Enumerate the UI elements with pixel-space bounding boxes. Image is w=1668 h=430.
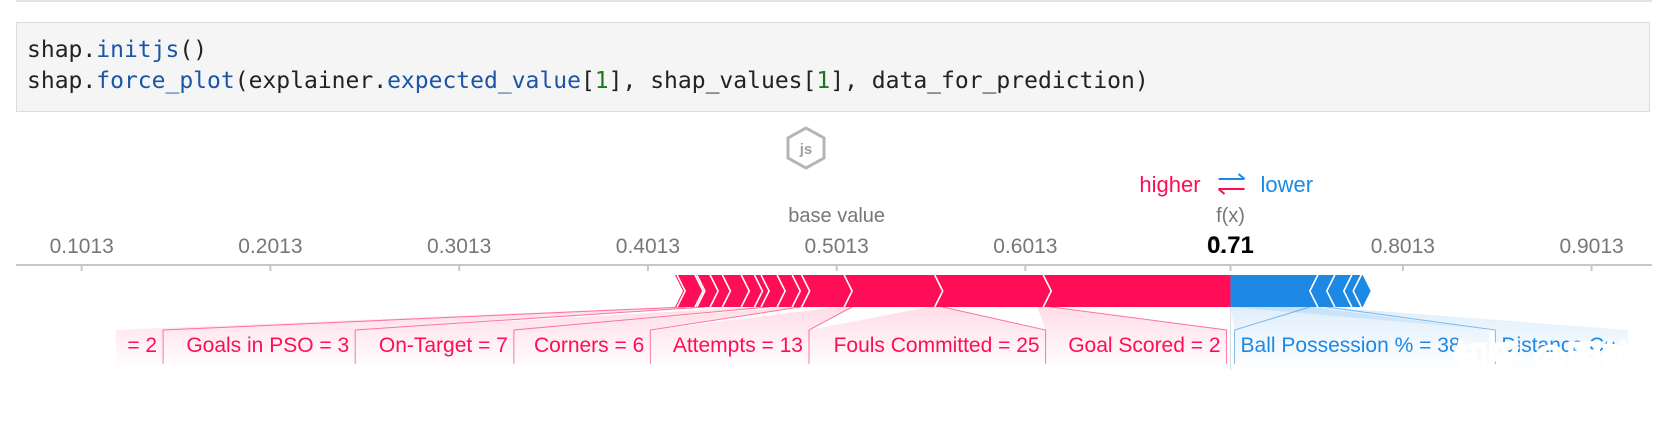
higher-leader-line <box>649 306 801 364</box>
higher-bar <box>675 275 1231 307</box>
lower-label-shade <box>1230 307 1628 370</box>
js-badge-label: js <box>799 141 813 158</box>
x-tick-label: 0.2013 <box>238 235 302 258</box>
higher-feature-label: On-Target = 7 <box>379 334 508 357</box>
higher-label-shade <box>513 307 801 370</box>
force-plot: higher lower base value f(x) 0.1013 0.2013 0.… <box>16 172 1652 370</box>
fx-label: f(x) <box>1216 205 1245 227</box>
higher-leader-line <box>942 306 1047 364</box>
higher-segment-divider <box>800 274 811 308</box>
higher-segment-divider <box>676 274 686 308</box>
higher-feature-label: Fouls Committed = 25 <box>834 334 1040 357</box>
higher-segment-divider <box>791 274 802 308</box>
higher-leader-line <box>1051 306 1228 364</box>
higher-label-shade <box>650 307 853 370</box>
x-tick-label: 0.4013 <box>616 235 680 258</box>
higher-leader-line <box>162 306 686 364</box>
higher-segment-divider <box>694 274 704 308</box>
svg-text:知乎 @明航: 知乎 @明航 <box>1454 339 1635 379</box>
higher-feature-label: Attempts = 13 <box>673 334 803 357</box>
higher-segment-divider <box>709 274 720 308</box>
higher-label-shade <box>163 307 705 370</box>
x-tick-label: 0.1013 <box>50 235 114 258</box>
higher-feature-label: Corners = 6 <box>534 334 644 357</box>
higher-leader-line <box>808 306 853 364</box>
lower-leader-line <box>1326 306 1496 364</box>
code-line-1: shap.initjs() <box>27 37 208 63</box>
lower-leader-line <box>1234 306 1310 364</box>
watermark: 知乎 @明航 <box>1453 338 1637 381</box>
lower-feature-label: Ball Possession % = 38 <box>1241 334 1461 357</box>
lower-segment-divider <box>1352 274 1362 308</box>
x-tick-label: 0.6013 <box>993 235 1057 258</box>
code-cell[interactable]: shap.initjs() shap.force_plot(explainer.… <box>16 22 1650 112</box>
lower-feature-label: Distance Co <box>1501 334 1615 357</box>
higher-leader-line <box>513 306 770 364</box>
higher-label-shade <box>808 307 1046 370</box>
cell-divider <box>16 0 1652 2</box>
arrow-left-icon <box>1217 188 1245 195</box>
higher-segment-divider <box>740 274 751 308</box>
lower-segment-divider <box>1308 274 1319 308</box>
lower-segment-divider <box>1342 274 1353 308</box>
legend-arrows-icon <box>1217 173 1246 195</box>
higher-segment-divider <box>843 274 854 308</box>
higher-leader-line <box>354 306 705 364</box>
base-value-label: base value <box>788 205 885 227</box>
code-line-2: shap.force_plot(explainer.expected_value… <box>27 68 1149 94</box>
higher-segment-divider <box>1042 274 1053 308</box>
fx-value-label: 0.71 <box>1207 232 1254 259</box>
legend-higher-label: higher <box>1139 172 1200 197</box>
higher-segment-divider <box>696 274 706 308</box>
higher-label-shade <box>355 307 770 370</box>
higher-feature-label: = 2 <box>127 334 157 357</box>
js-hexagon-icon: js <box>786 126 826 170</box>
higher-segment-divider <box>721 274 732 308</box>
x-tick-label: 0.9013 <box>1559 235 1623 258</box>
arrow-right-icon <box>1218 173 1246 180</box>
higher-label-shade <box>1037 307 1227 370</box>
higher-segment-divider <box>760 274 770 308</box>
higher-feature-label: Goal Scored = 2 <box>1068 334 1220 357</box>
higher-segment-divider <box>933 274 944 308</box>
x-tick-label: 0.3013 <box>427 235 491 258</box>
x-tick-label: 0.8013 <box>1371 235 1435 258</box>
higher-feature-label: Goals in PSO = 3 <box>186 334 349 357</box>
x-tick-label-hidden: 0. <box>1207 235 1225 258</box>
higher-segment-divider <box>753 274 764 308</box>
x-tick-label: 0.5013 <box>805 235 869 258</box>
lower-segment-divider <box>1325 274 1336 308</box>
lower-bar <box>1230 275 1371 307</box>
higher-segment-divider <box>776 274 787 308</box>
legend-lower-label: lower <box>1261 172 1314 197</box>
